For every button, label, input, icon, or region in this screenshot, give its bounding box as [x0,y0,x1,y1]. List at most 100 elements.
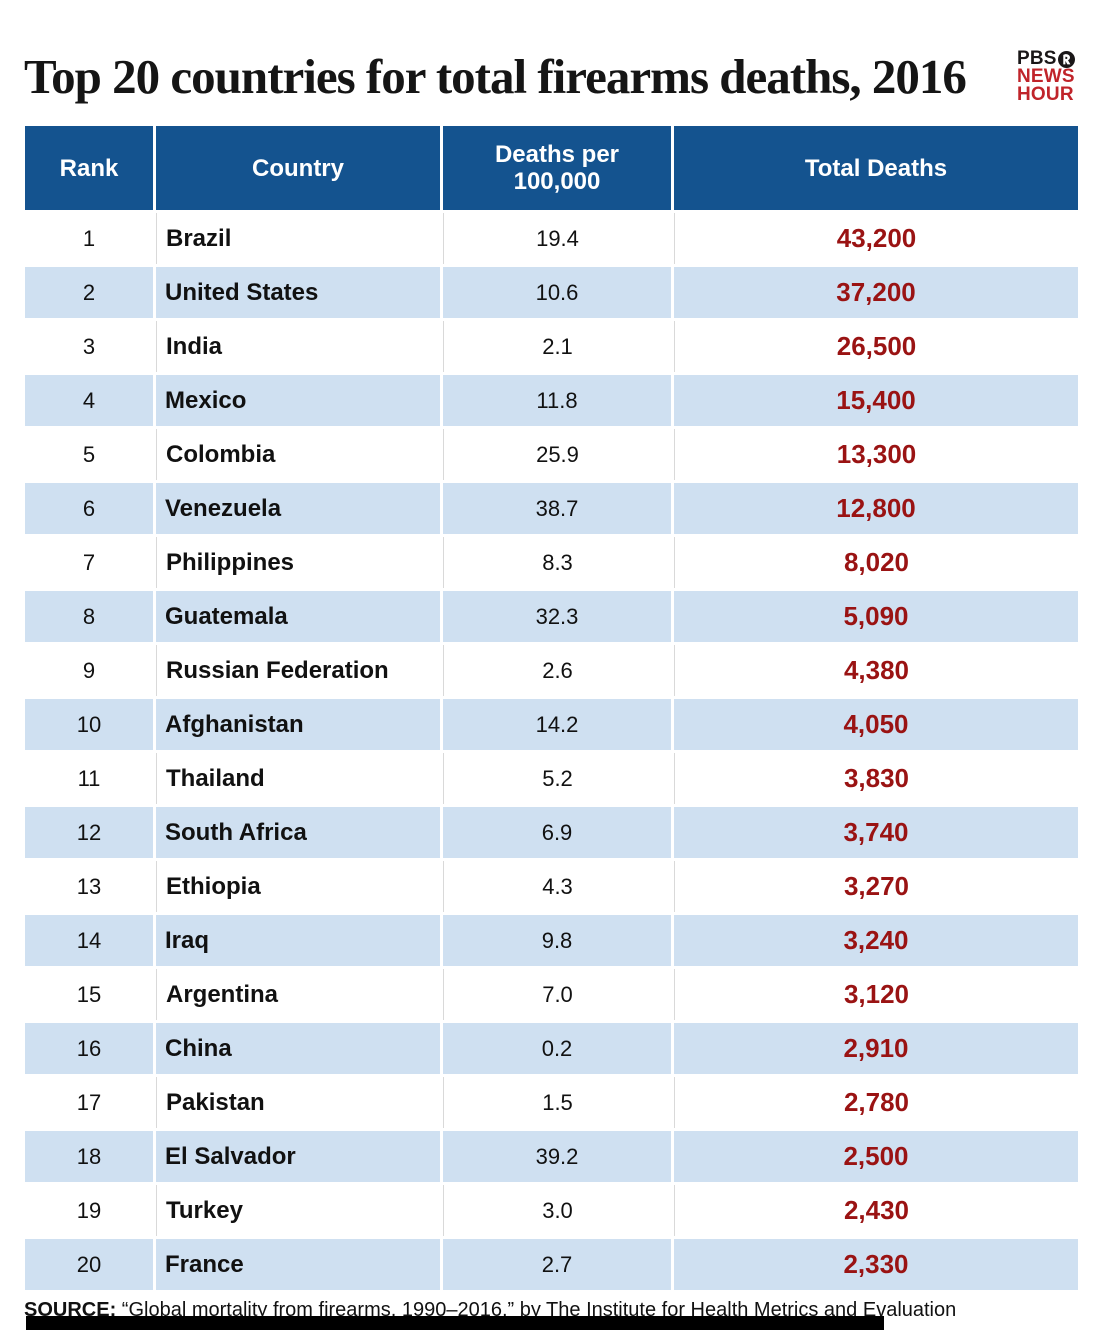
country-cell: Guatemala [156,591,440,642]
column-header-country: Country [156,126,440,210]
rank-cell: 8 [25,591,153,642]
column-header-country-label: Country [252,154,344,182]
rank-cell: 11 [25,753,153,804]
country-cell: Argentina [156,969,440,1020]
logo-pbs-row: PBS [1017,48,1075,69]
rank-cell: 16 [25,1023,153,1074]
table-row: 6 Venezuela 38.7 12,800 [25,483,1078,534]
rate-cell: 5.2 [443,753,671,804]
rate-cell: 14.2 [443,699,671,750]
total-cell: 3,240 [674,915,1078,966]
rate-cell: 25.9 [443,429,671,480]
country-cell: India [156,321,440,372]
rate-cell: 2.1 [443,321,671,372]
rate-cell: 3.0 [443,1185,671,1236]
rank-cell: 17 [25,1077,153,1128]
rate-cell: 11.8 [443,375,671,426]
rate-cell: 38.7 [443,483,671,534]
rate-cell: 0.2 [443,1023,671,1074]
table-row: 4 Mexico 11.8 15,400 [25,375,1078,426]
table-row: 19 Turkey 3.0 2,430 [25,1185,1078,1236]
total-cell: 12,800 [674,483,1078,534]
country-cell: Venezuela [156,483,440,534]
country-cell: El Salvador [156,1131,440,1182]
table-row: 12 South Africa 6.9 3,740 [25,807,1078,858]
total-cell: 4,380 [674,645,1078,696]
rate-cell: 9.8 [443,915,671,966]
country-cell: Turkey [156,1185,440,1236]
rank-cell: 7 [25,537,153,588]
table-row: 17 Pakistan 1.5 2,780 [25,1077,1078,1128]
rate-cell: 6.9 [443,807,671,858]
column-header-rank: Rank [25,126,153,210]
country-cell: Mexico [156,375,440,426]
total-cell: 2,780 [674,1077,1078,1128]
total-cell: 3,270 [674,861,1078,912]
country-cell: United States [156,267,440,318]
rank-cell: 9 [25,645,153,696]
total-cell: 26,500 [674,321,1078,372]
total-cell: 8,020 [674,537,1078,588]
rate-cell: 10.6 [443,267,671,318]
rate-cell: 19.4 [443,213,671,264]
country-cell: Philippines [156,537,440,588]
table-row: 15 Argentina 7.0 3,120 [25,969,1078,1020]
rank-cell: 2 [25,267,153,318]
table-row: 2 United States 10.6 37,200 [25,267,1078,318]
table-row: 5 Colombia 25.9 13,300 [25,429,1078,480]
country-cell: China [156,1023,440,1074]
logo-hour-text: HOUR [1017,84,1074,105]
rate-cell: 39.2 [443,1131,671,1182]
rate-cell: 4.3 [443,861,671,912]
total-cell: 13,300 [674,429,1078,480]
firearms-deaths-table: Rank Country Deaths per 100,000 Total De… [22,123,1081,1293]
rank-cell: 19 [25,1185,153,1236]
rate-cell: 7.0 [443,969,671,1020]
country-cell: Colombia [156,429,440,480]
logo-news-text: NEWS [1017,66,1075,87]
pbs-face-icon [1057,50,1075,68]
rank-cell: 12 [25,807,153,858]
country-cell: Brazil [156,213,440,264]
total-cell: 2,910 [674,1023,1078,1074]
total-cell: 37,200 [674,267,1078,318]
rank-cell: 4 [25,375,153,426]
rate-cell: 8.3 [443,537,671,588]
country-cell: Ethiopia [156,861,440,912]
country-cell: Pakistan [156,1077,440,1128]
country-cell: Afghanistan [156,699,440,750]
table-row: 3 India 2.1 26,500 [25,321,1078,372]
total-cell: 3,120 [674,969,1078,1020]
country-cell: South Africa [156,807,440,858]
rank-cell: 15 [25,969,153,1020]
logo-pbs-text: PBS [1017,48,1057,69]
rate-cell: 1.5 [443,1077,671,1128]
rank-cell: 1 [25,213,153,264]
rate-cell: 2.7 [443,1239,671,1290]
table-row: 9 Russian Federation 2.6 4,380 [25,645,1078,696]
total-cell: 3,740 [674,807,1078,858]
rank-cell: 18 [25,1131,153,1182]
total-cell: 2,500 [674,1131,1078,1182]
rank-cell: 6 [25,483,153,534]
table-row: 13 Ethiopia 4.3 3,270 [25,861,1078,912]
total-cell: 2,430 [674,1185,1078,1236]
rate-cell: 32.3 [443,591,671,642]
column-header-rank-label: Rank [59,154,119,182]
table-row: 18 El Salvador 39.2 2,500 [25,1131,1078,1182]
source-redaction-bar [26,1316,884,1330]
table-row: 8 Guatemala 32.3 5,090 [25,591,1078,642]
rank-cell: 3 [25,321,153,372]
table-row: 10 Afghanistan 14.2 4,050 [25,699,1078,750]
rank-cell: 5 [25,429,153,480]
country-cell: Russian Federation [156,645,440,696]
column-header-total-label: Total Deaths [804,154,948,182]
country-cell: Iraq [156,915,440,966]
column-header-total: Total Deaths [674,126,1078,210]
source-label: SOURCE: [24,1299,117,1321]
source-note: SOURCE: “Global mortality from firearms,… [24,1299,956,1321]
table-row: 7 Philippines 8.3 8,020 [25,537,1078,588]
total-cell: 4,050 [674,699,1078,750]
header-row: Rank Country Deaths per 100,000 Total De… [25,126,1078,210]
